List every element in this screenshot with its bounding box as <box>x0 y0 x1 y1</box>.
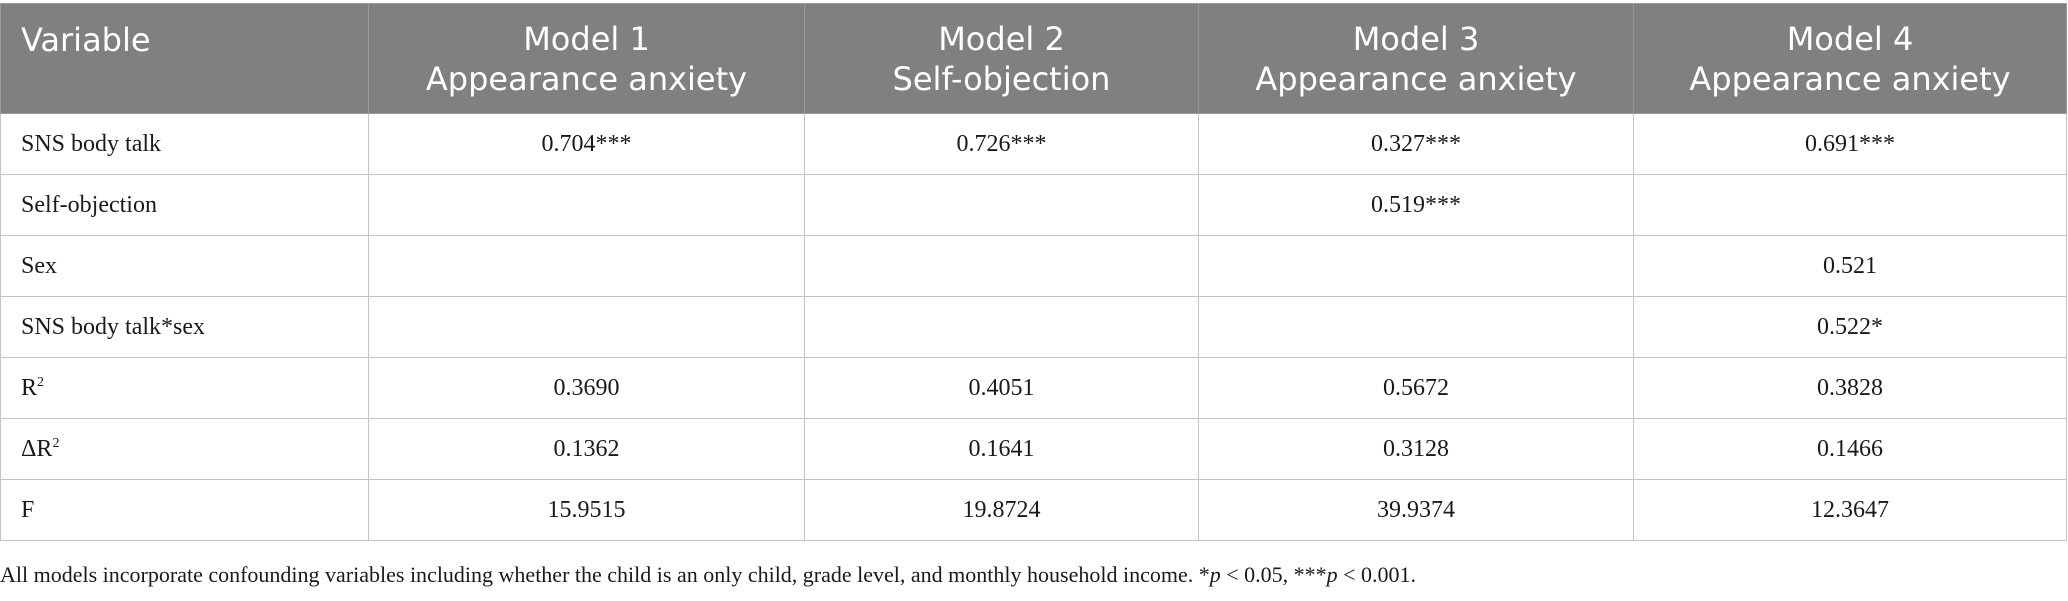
cell-model-2 <box>804 235 1199 297</box>
row-label: SNS body talk*sex <box>0 296 369 358</box>
cell-model-3 <box>1198 296 1634 358</box>
regression-results-table: Variable Model 1 Appearance anxiety Mode… <box>0 3 2067 541</box>
cell-model-3: 0.327*** <box>1198 113 1634 175</box>
header-model-4-name: Model 4 <box>1786 19 1914 58</box>
row-label: R2 <box>0 357 369 419</box>
cell-model-2: 0.4051 <box>804 357 1199 419</box>
table-row: ΔR2 0.1362 0.1641 0.3128 0.1466 <box>0 418 2067 480</box>
table-row: R2 0.3690 0.4051 0.5672 0.3828 <box>0 357 2067 419</box>
header-model-1-name: Model 1 <box>523 19 650 58</box>
cell-model-4: 0.691*** <box>1633 113 2067 175</box>
row-label: F <box>0 479 369 541</box>
footnote-p-symbol: p <box>1326 562 1338 587</box>
superscript-two: 2 <box>37 374 45 390</box>
row-label: SNS body talk <box>0 113 369 175</box>
cell-model-3: 0.3128 <box>1198 418 1634 480</box>
table-row: SNS body talk 0.704*** 0.726*** 0.327***… <box>0 113 2067 175</box>
footnote-threshold-2: < 0.001. <box>1337 562 1417 587</box>
header-model-2: Model 2 Self-objection <box>804 3 1199 114</box>
cell-model-2: 0.1641 <box>804 418 1199 480</box>
cell-model-3: 0.5672 <box>1198 357 1634 419</box>
header-model-3-outcome: Appearance anxiety <box>1255 59 1577 98</box>
header-model-2-name: Model 2 <box>938 19 1065 58</box>
cell-model-1 <box>368 235 805 297</box>
cell-model-4: 0.1466 <box>1633 418 2067 480</box>
row-label: Sex <box>0 235 369 297</box>
table-footnote: All models incorporate confounding varia… <box>0 562 1416 588</box>
cell-model-4: 0.3828 <box>1633 357 2067 419</box>
header-model-4-outcome: Appearance anxiety <box>1689 59 2011 98</box>
header-model-3-name: Model 3 <box>1352 19 1480 58</box>
row-label: ΔR2 <box>0 418 369 480</box>
header-variable-label: Variable <box>21 21 151 59</box>
row-label-text: ΔR <box>21 435 53 462</box>
cell-model-4 <box>1633 174 2067 236</box>
footnote-p-symbol: p <box>1209 562 1221 587</box>
cell-model-1: 0.704*** <box>368 113 805 175</box>
table-row: F 15.9515 19.8724 39.9374 12.3647 <box>0 479 2067 541</box>
superscript-two: 2 <box>52 435 60 451</box>
cell-model-2 <box>804 296 1199 358</box>
header-model-3: Model 3 Appearance anxiety <box>1198 3 1634 114</box>
cell-model-3: 39.9374 <box>1198 479 1634 541</box>
row-label: Self-objection <box>0 174 369 236</box>
cell-model-3 <box>1198 235 1634 297</box>
table-header-row: Variable Model 1 Appearance anxiety Mode… <box>0 3 2067 114</box>
table-row: Sex 0.521 <box>0 235 2067 297</box>
header-model-4: Model 4 Appearance anxiety <box>1633 3 2067 114</box>
cell-model-1: 0.3690 <box>368 357 805 419</box>
cell-model-2: 19.8724 <box>804 479 1199 541</box>
row-label-text: R <box>21 374 38 401</box>
cell-model-1: 15.9515 <box>368 479 805 541</box>
header-model-2-outcome: Self-objection <box>892 59 1111 98</box>
cell-model-2: 0.726*** <box>804 113 1199 175</box>
cell-model-1: 0.1362 <box>368 418 805 480</box>
table-row: SNS body talk*sex 0.522* <box>0 296 2067 358</box>
cell-model-2 <box>804 174 1199 236</box>
footnote-threshold-1: < 0.05, *** <box>1220 562 1327 587</box>
cell-model-1 <box>368 174 805 236</box>
table-row: Self-objection 0.519*** <box>0 174 2067 236</box>
cell-model-3: 0.519*** <box>1198 174 1634 236</box>
header-model-1-outcome: Appearance anxiety <box>425 59 748 98</box>
header-model-1: Model 1 Appearance anxiety <box>368 3 805 114</box>
cell-model-4: 0.522* <box>1633 296 2067 358</box>
cell-model-4: 12.3647 <box>1633 479 2067 541</box>
cell-model-1 <box>368 296 805 358</box>
footnote-text: All models incorporate confounding varia… <box>0 562 1210 587</box>
header-variable: Variable <box>0 3 369 114</box>
cell-model-4: 0.521 <box>1633 235 2067 297</box>
